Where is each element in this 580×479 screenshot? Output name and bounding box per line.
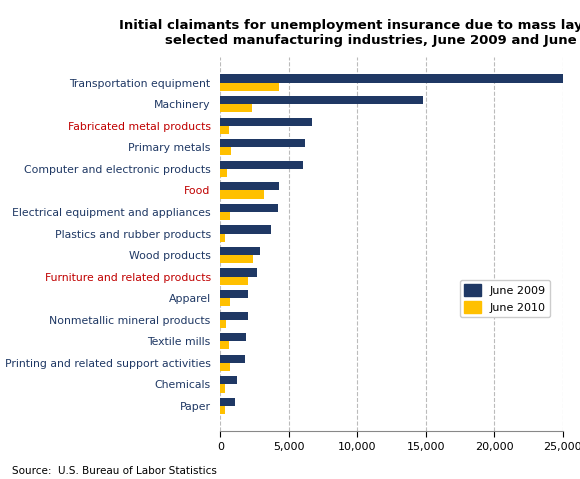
Bar	[220, 225, 271, 234]
Bar	[220, 212, 230, 220]
Bar	[220, 290, 248, 298]
Bar	[220, 234, 224, 242]
Bar	[220, 354, 245, 363]
Bar	[220, 406, 225, 414]
Bar	[220, 363, 230, 371]
Bar	[220, 341, 229, 350]
Bar	[220, 376, 237, 384]
Bar	[220, 160, 303, 169]
Bar	[220, 204, 278, 212]
Bar	[220, 398, 235, 406]
Bar	[220, 182, 279, 191]
Bar	[220, 83, 279, 91]
Title: Initial claimants for unemployment insurance due to mass layoff events,
selected: Initial claimants for unemployment insur…	[119, 19, 580, 46]
Bar	[220, 268, 258, 276]
Bar	[220, 169, 227, 177]
Bar	[220, 126, 229, 134]
Text: Source:  U.S. Bureau of Labor Statistics: Source: U.S. Bureau of Labor Statistics	[12, 466, 216, 476]
Bar	[220, 276, 248, 285]
Bar	[220, 298, 230, 307]
Bar	[220, 74, 563, 83]
Bar	[220, 96, 423, 104]
Bar	[220, 247, 260, 255]
Bar	[220, 104, 252, 113]
Bar	[220, 191, 264, 199]
Bar	[220, 384, 225, 393]
Bar	[220, 148, 231, 156]
Bar	[220, 255, 253, 263]
Bar	[220, 311, 248, 319]
Bar	[220, 139, 305, 148]
Legend: June 2009, June 2010: June 2009, June 2010	[459, 280, 550, 317]
Bar	[220, 333, 246, 341]
Bar	[220, 319, 226, 328]
Bar	[220, 117, 312, 126]
